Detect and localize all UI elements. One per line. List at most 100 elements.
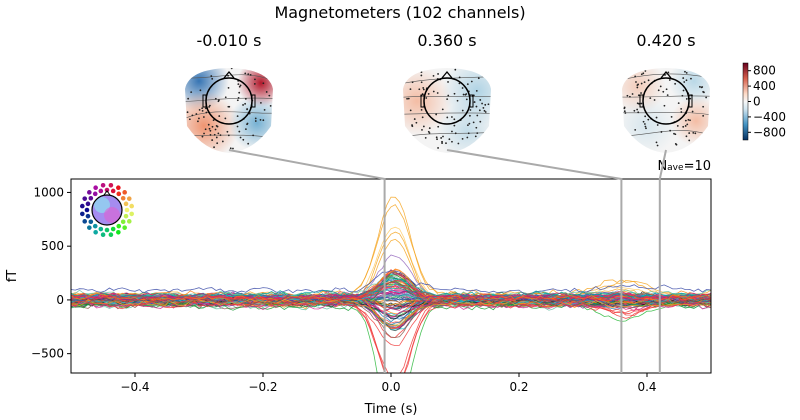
- sensor-dot: [413, 118, 416, 120]
- sensor-dot: [425, 97, 428, 99]
- legend-sensor-dot: [92, 191, 98, 197]
- legend-sensor-dot: [87, 225, 92, 230]
- sensor-dot: [663, 104, 666, 107]
- sensor-dot: [263, 108, 266, 111]
- sensor-dot: [201, 109, 204, 112]
- sensor-dot: [637, 111, 640, 114]
- legend-sensor-dot: [126, 219, 132, 224]
- sensor-dot: [674, 133, 677, 136]
- sensor-dot: [445, 142, 447, 145]
- sensor-dot: [186, 111, 189, 114]
- sensor-dot: [451, 130, 453, 133]
- legend-sensor-dot: [93, 185, 98, 191]
- sensor-dot: [458, 76, 461, 79]
- legend-head-outline: [91, 194, 123, 226]
- sensor-dot: [441, 142, 443, 144]
- sensor-dot: [642, 120, 645, 123]
- sensor-dot: [435, 136, 438, 139]
- sensor-dot: [442, 135, 444, 138]
- sensor-dot: [420, 108, 423, 111]
- sensor-dot: [685, 98, 688, 100]
- sensor-dot: [246, 122, 249, 125]
- time-connectors: [228, 149, 667, 373]
- legend-sensor-dot: [116, 229, 121, 235]
- sensor-dot: [469, 109, 472, 111]
- channel-trace: [71, 300, 711, 347]
- sensor-dot: [484, 103, 487, 106]
- sensor-dot: [409, 109, 412, 112]
- sensor-dot: [228, 62, 230, 64]
- sensor-dot: [682, 125, 685, 128]
- y-axis-label: fT: [5, 270, 20, 283]
- sensor-dot: [226, 130, 229, 133]
- sensor-color-legend: [80, 183, 134, 237]
- sensor-dot: [644, 125, 647, 128]
- sensor-dot: [215, 136, 218, 139]
- sensor-dot: [475, 105, 478, 108]
- sensor-dot: [461, 87, 464, 89]
- sensor-dot: [237, 97, 240, 99]
- sensor-dot: [221, 140, 224, 143]
- sensor-dot: [236, 99, 239, 102]
- topomap-1: 0.360 s: [403, 31, 491, 153]
- sensor-dot: [420, 71, 423, 74]
- sensor-dot: [411, 125, 414, 128]
- sensor-dot: [451, 140, 453, 143]
- sensor-dot: [476, 114, 479, 117]
- legend-sensor-dot: [92, 223, 98, 229]
- sensor-dot: [213, 133, 216, 136]
- sensor-dot: [209, 104, 211, 107]
- sensor-dot: [211, 139, 214, 141]
- sensor-dot: [247, 73, 250, 76]
- sensor-dot: [674, 82, 677, 85]
- sensor-dot: [476, 132, 479, 135]
- sensor-dot: [224, 96, 227, 99]
- sensor-dot: [669, 129, 672, 132]
- legend-sensor-dot: [108, 232, 114, 237]
- sensor-dot: [446, 98, 449, 101]
- sensor-dot: [219, 134, 222, 137]
- sensor-dot: [690, 77, 692, 80]
- sensor-dot: [645, 127, 647, 130]
- sensor-dot: [244, 102, 246, 105]
- nose-icon: [660, 70, 672, 79]
- sensor-dot: [454, 132, 457, 135]
- x-axis-label: Time (s): [364, 402, 418, 417]
- sensor-dot: [420, 81, 423, 84]
- sensor-dot: [227, 74, 229, 77]
- sensor-dot: [262, 82, 265, 85]
- sensor-dot: [483, 109, 486, 112]
- sensor-dot: [446, 116, 449, 119]
- sensor-dot: [435, 113, 438, 116]
- colorbar-tick-label: 800: [753, 64, 776, 78]
- legend-sensor-dot: [123, 213, 129, 219]
- sensor-dot: [242, 138, 245, 141]
- sensor-dot: [643, 81, 646, 84]
- channel-trace: [71, 294, 711, 309]
- sensor-dot: [253, 83, 256, 85]
- sensor-dot: [207, 123, 210, 126]
- sensor-dot: [682, 89, 685, 92]
- sensor-dot: [686, 123, 689, 126]
- legend-sensor-dot: [88, 195, 94, 201]
- sensor-dot: [666, 94, 669, 97]
- nose-icon: [441, 70, 453, 79]
- sensor-dot: [201, 135, 204, 138]
- sensor-dot: [268, 94, 271, 97]
- sensor-dot: [684, 70, 686, 73]
- time-marker-line: [228, 149, 386, 373]
- sensor-dot: [636, 86, 639, 89]
- sensor-dot: [211, 77, 214, 80]
- y-tick-label: 500: [41, 239, 64, 253]
- sensor-dot: [640, 82, 643, 85]
- sensor-dot: [637, 94, 640, 97]
- nave-annotation: Nave=10: [657, 159, 711, 174]
- sensor-dot: [236, 125, 239, 128]
- legend-sensor-dot: [87, 190, 92, 195]
- sensor-dot: [681, 94, 684, 97]
- sensor-dot: [227, 134, 230, 137]
- sensor-dot: [217, 132, 220, 135]
- sensor-dot: [683, 81, 686, 83]
- sensor-dot: [470, 80, 473, 83]
- sensor-dot: [259, 118, 262, 121]
